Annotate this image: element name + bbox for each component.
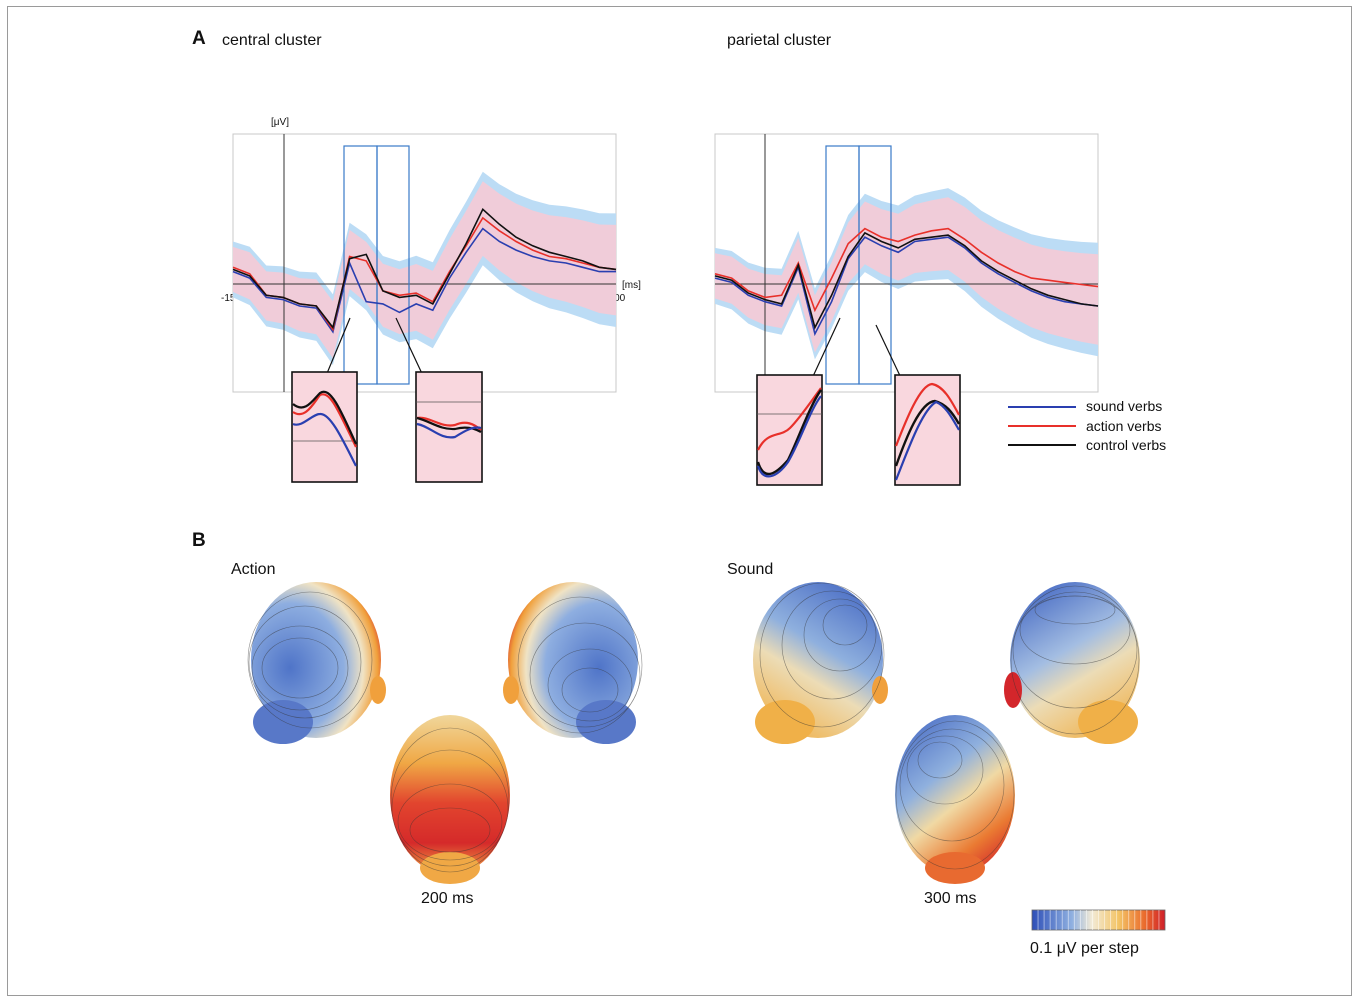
legend-action-label: action verbs [1086,418,1162,434]
sound-head-back [895,715,1015,884]
action-head-right [503,582,643,744]
central-line-sound [232,227,616,334]
parietal-inset-1 [756,374,823,486]
parietal-line-control [714,231,1099,330]
central-inset-1 [291,371,358,483]
x-unit-label: [ms] [622,280,641,291]
action-time-label: 200 ms [421,890,474,907]
color-scale-label: 0.1 μV per step [1030,940,1139,957]
legend-control-label: control verbs [1086,437,1167,453]
y-unit-label: [μV] [271,117,289,128]
sound-time-label: 300 ms [924,890,977,907]
action-title: Action [231,561,276,578]
panel-b-letter: B [192,530,206,551]
legend-line-sound [1008,406,1076,408]
action-head-left [247,582,386,744]
central-line-control [232,207,617,330]
parietal-cluster-plot [714,133,1099,486]
central-inset-2 [415,371,483,483]
action-head-back [390,715,510,884]
parietal-inset-2 [894,374,961,486]
color-scale-bar [1031,909,1166,931]
parietal-line-action [714,227,1099,313]
central-cluster-plot [232,133,617,483]
central-cluster-title: central cluster [222,32,322,49]
parietal-cluster-title: parietal cluster [727,32,832,49]
legend-line-control [1008,444,1076,446]
parietal-line-sound [714,236,1099,337]
legend-sound-label: sound verbs [1086,398,1163,414]
x-min-label: -150 [221,293,242,304]
panel-a-letter: A [192,28,206,49]
sound-head-left [753,582,888,744]
sound-title: Sound [727,561,774,578]
legend-line-action [1008,425,1076,427]
sound-head-right [1004,582,1140,744]
central-window-2 [376,145,410,385]
parietal-window-2 [858,145,892,385]
central-band-red [233,181,616,359]
